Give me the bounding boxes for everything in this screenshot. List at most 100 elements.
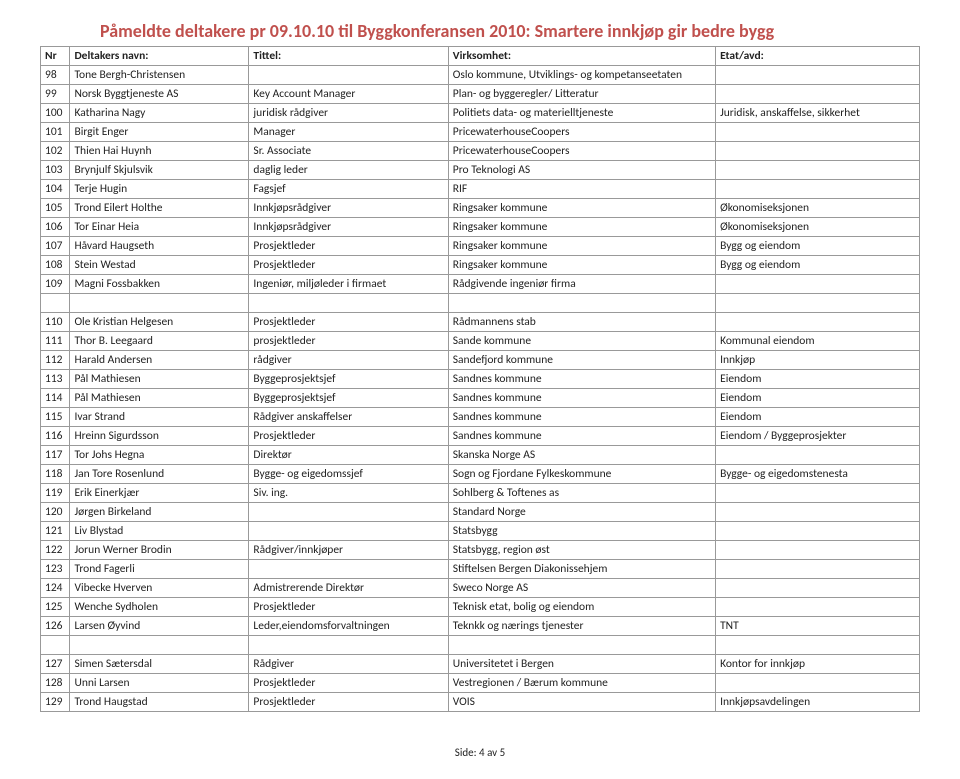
cell-title: Rådgiver/innkjøper (249, 541, 448, 560)
cell-company: Teknisk etat, bolig og eiendom (448, 598, 715, 617)
cell-name: Trond Eilert Holthe (70, 199, 249, 218)
cell-name: Trond Haugstad (70, 693, 249, 712)
cell-title: daglig leder (249, 161, 448, 180)
cell-name: Tor Johs Hegna (70, 446, 249, 465)
cell-company: Sohlberg & Toftenes as (448, 484, 715, 503)
cell-dept: Bygge- og eigedomstenesta (716, 465, 920, 484)
cell-company: Pro Teknologi AS (448, 161, 715, 180)
table-row: 120Jørgen BirkelandStandard Norge (41, 503, 920, 522)
table-row: 102Thien Hai HuynhSr. AssociatePricewate… (41, 142, 920, 161)
cell-name: Erik Einerkjær (70, 484, 249, 503)
cell-nr: 124 (41, 579, 70, 598)
cell-name: Ivar Strand (70, 408, 249, 427)
spacer-cell (716, 294, 920, 313)
cell-name: Thor B. Leegaard (70, 332, 249, 351)
cell-nr: 113 (41, 370, 70, 389)
table-row: 99Norsk Byggtjeneste ASKey Account Manag… (41, 85, 920, 104)
cell-title: Fagsjef (249, 180, 448, 199)
cell-title: Leder,eiendomsforvaltningen (249, 617, 448, 636)
cell-nr: 105 (41, 199, 70, 218)
cell-company: Skanska Norge AS (448, 446, 715, 465)
cell-name: Jorun Werner Brodin (70, 541, 249, 560)
table-row: 129Trond HaugstadProsjektlederVOISInnkjø… (41, 693, 920, 712)
cell-dept: TNT (716, 617, 920, 636)
cell-dept: Eiendom (716, 389, 920, 408)
cell-company: Universitetet i Bergen (448, 655, 715, 674)
cell-name: Ole Kristian Helgesen (70, 313, 249, 332)
cell-company: Ringsaker kommune (448, 218, 715, 237)
cell-dept (716, 313, 920, 332)
spacer-row (41, 636, 920, 655)
cell-title: Innkjøpsrådgiver (249, 218, 448, 237)
cell-title: Rådgiver anskaffelser (249, 408, 448, 427)
cell-company: Sweco Norge AS (448, 579, 715, 598)
cell-company: RIF (448, 180, 715, 199)
cell-title (249, 66, 448, 85)
cell-name: Larsen Øyvind (70, 617, 249, 636)
cell-nr: 98 (41, 66, 70, 85)
cell-name: Simen Sætersdal (70, 655, 249, 674)
cell-company: Standard Norge (448, 503, 715, 522)
cell-company: Rådgivende ingeniør firma (448, 275, 715, 294)
header-dept: Etat/avd: (716, 47, 920, 66)
cell-name: Unni Larsen (70, 674, 249, 693)
cell-nr: 108 (41, 256, 70, 275)
header-nr: Nr (41, 47, 70, 66)
participants-table: Nr Deltakers navn: Tittel: Virksomhet: E… (40, 46, 920, 712)
table-row: 118Jan Tore RosenlundBygge- og eigedomss… (41, 465, 920, 484)
cell-nr: 129 (41, 693, 70, 712)
cell-title: Prosjektleder (249, 598, 448, 617)
cell-nr: 104 (41, 180, 70, 199)
cell-dept: Økonomiseksjonen (716, 218, 920, 237)
header-title: Tittel: (249, 47, 448, 66)
cell-nr: 111 (41, 332, 70, 351)
table-row: 117Tor Johs HegnaDirektørSkanska Norge A… (41, 446, 920, 465)
cell-name: Vibecke Hverven (70, 579, 249, 598)
cell-nr: 101 (41, 123, 70, 142)
cell-dept: Kontor for innkjøp (716, 655, 920, 674)
cell-name: Tone Bergh-Christensen (70, 66, 249, 85)
cell-nr: 122 (41, 541, 70, 560)
table-row: 123Trond FagerliStiftelsen Bergen Diakon… (41, 560, 920, 579)
table-row: 110Ole Kristian HelgesenProsjektlederRåd… (41, 313, 920, 332)
cell-name: Hreinn Sigurdsson (70, 427, 249, 446)
cell-title: Manager (249, 123, 448, 142)
cell-title: Byggeprosjektsjef (249, 370, 448, 389)
cell-name: Magni Fossbakken (70, 275, 249, 294)
cell-company: Sandnes kommune (448, 427, 715, 446)
cell-dept: Kommunal eiendom (716, 332, 920, 351)
table-row: 98Tone Bergh-ChristensenOslo kommune, Ut… (41, 66, 920, 85)
cell-nr: 120 (41, 503, 70, 522)
table-header-row: Nr Deltakers navn: Tittel: Virksomhet: E… (41, 47, 920, 66)
cell-dept (716, 66, 920, 85)
cell-company: PricewaterhouseCoopers (448, 142, 715, 161)
cell-company: Sandnes kommune (448, 389, 715, 408)
cell-title: prosjektleder (249, 332, 448, 351)
cell-dept (716, 522, 920, 541)
cell-dept (716, 598, 920, 617)
cell-dept: Økonomiseksjonen (716, 199, 920, 218)
cell-name: Terje Hugin (70, 180, 249, 199)
cell-company: Sandnes kommune (448, 408, 715, 427)
cell-dept (716, 674, 920, 693)
cell-company: Teknkk og nærings tjenester (448, 617, 715, 636)
cell-title: Prosjektleder (249, 427, 448, 446)
cell-title: Prosjektleder (249, 313, 448, 332)
cell-nr: 106 (41, 218, 70, 237)
cell-company: Sandnes kommune (448, 370, 715, 389)
spacer-cell (448, 294, 715, 313)
cell-title: Ingeniør, miljøleder i firmaet (249, 275, 448, 294)
cell-dept (716, 579, 920, 598)
cell-company: Sandefjord kommune (448, 351, 715, 370)
cell-name: Pål Mathiesen (70, 370, 249, 389)
cell-dept: Innkjøp (716, 351, 920, 370)
cell-name: Pål Mathiesen (70, 389, 249, 408)
cell-name: Stein Westad (70, 256, 249, 275)
cell-company: Ringsaker kommune (448, 199, 715, 218)
cell-nr: 100 (41, 104, 70, 123)
spacer-cell (448, 636, 715, 655)
cell-dept (716, 142, 920, 161)
cell-nr: 114 (41, 389, 70, 408)
spacer-cell (716, 636, 920, 655)
cell-nr: 103 (41, 161, 70, 180)
